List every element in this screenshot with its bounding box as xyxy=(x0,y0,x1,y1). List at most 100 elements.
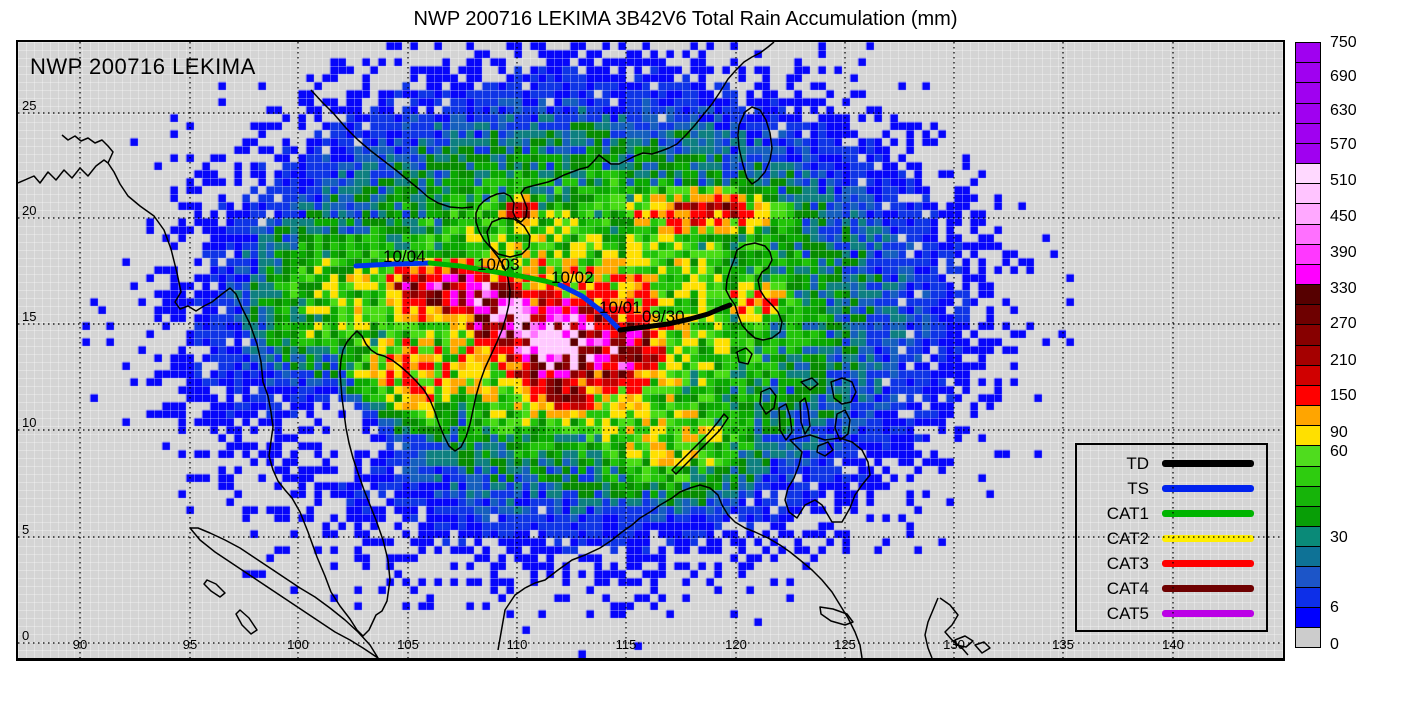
colorbar-cell xyxy=(1295,304,1321,326)
colorbar-cell xyxy=(1295,102,1321,124)
colorbar-cell xyxy=(1295,163,1321,185)
coastline-island xyxy=(799,397,811,435)
coastline-island xyxy=(816,441,834,457)
track-segment-td xyxy=(617,302,733,333)
rain-colorbar xyxy=(1295,42,1321,649)
coastline-island xyxy=(784,434,871,523)
coastline-island xyxy=(189,527,379,658)
track-segment-cat1 xyxy=(427,260,563,288)
coastline-island xyxy=(954,635,974,648)
legend-label: CAT3 xyxy=(1106,553,1149,573)
legend-row-ts: TS xyxy=(1077,476,1266,501)
colorbar-tick-label: 270 xyxy=(1330,315,1357,333)
colorbar-cell xyxy=(1295,485,1321,507)
legend-label: CAT5 xyxy=(1106,603,1149,623)
colorbar-tick-label: 330 xyxy=(1330,280,1357,298)
colorbar-cell xyxy=(1295,445,1321,467)
coastline-island xyxy=(759,387,777,415)
track-date-label: 09/30 xyxy=(642,307,685,326)
lon-tick-label: 140 xyxy=(1162,637,1184,652)
colorbar-tick-label: 210 xyxy=(1330,351,1357,369)
legend-color-line xyxy=(1162,610,1254,617)
colorbar-cell xyxy=(1295,364,1321,386)
storm-id-label: NWP 200716 LEKIMA xyxy=(30,54,256,79)
lon-tick-label: 110 xyxy=(507,637,528,652)
coastline-island xyxy=(725,242,783,341)
colorbar-cell xyxy=(1295,142,1321,165)
legend-row-td: TD xyxy=(1077,451,1266,476)
colorbar-cell xyxy=(1295,183,1321,205)
lat-tick-label: 10 xyxy=(22,415,36,430)
lat-tick-label: 0 xyxy=(22,628,29,643)
colorbar-cell xyxy=(1295,606,1321,628)
colorbar-cell xyxy=(1295,384,1321,407)
colorbar-tick-label: 30 xyxy=(1330,528,1348,546)
colorbar-cell xyxy=(1295,405,1321,427)
track-segment-ts xyxy=(353,260,433,269)
coastline-island xyxy=(737,106,773,185)
colorbar-tick-label: 150 xyxy=(1330,386,1357,404)
lon-tick-label: 135 xyxy=(1052,637,1074,652)
colorbar-tick-label: 60 xyxy=(1330,443,1348,461)
colorbar-cell xyxy=(1295,465,1321,487)
legend-color-line xyxy=(1162,510,1254,517)
legend-row-cat5: CAT5 xyxy=(1077,601,1266,626)
legend-color-line xyxy=(1162,560,1254,567)
legend-label: CAT2 xyxy=(1106,528,1149,548)
track-segment-ts xyxy=(557,282,623,333)
colorbar-cell xyxy=(1295,203,1321,225)
chart-title: NWP 200716 LEKIMA 3B42V6 Total Rain Accu… xyxy=(413,8,958,30)
coastline-island xyxy=(830,377,857,405)
colorbar-tick-label: 450 xyxy=(1330,207,1357,225)
colorbar-cell xyxy=(1295,425,1321,447)
lat-tick-label: 25 xyxy=(22,98,36,113)
lon-tick-label: 120 xyxy=(725,637,747,652)
legend-color-line xyxy=(1162,460,1254,467)
colorbar-cell xyxy=(1295,526,1321,548)
legend-row-cat3: CAT3 xyxy=(1077,551,1266,576)
coastline xyxy=(924,597,939,658)
lon-tick-label: 125 xyxy=(834,637,856,652)
legend-label: TD xyxy=(1126,453,1149,473)
track-date-label: 10/04 xyxy=(383,247,426,266)
colorbar-tick-label: 570 xyxy=(1330,136,1357,154)
colorbar-cell xyxy=(1295,505,1321,528)
colorbar-cell xyxy=(1295,344,1321,366)
colorbar-cell xyxy=(1295,223,1321,245)
coastline-island xyxy=(834,409,851,441)
track-date-label: 10/03 xyxy=(477,255,520,274)
coastline-island xyxy=(778,403,793,441)
colorbar-cell xyxy=(1295,62,1321,84)
legend-row-cat1: CAT1 xyxy=(1077,501,1266,526)
lat-tick-label: 15 xyxy=(22,309,36,324)
colorbar-cell xyxy=(1295,626,1321,649)
coastline xyxy=(939,597,969,656)
coastline-island xyxy=(235,609,258,635)
legend-color-line xyxy=(1162,485,1254,492)
lon-tick-label: 90 xyxy=(73,637,87,652)
storm-category-legend: TD TS CAT1 CAT2 CAT3 CAT4 CAT5 xyxy=(1075,443,1268,632)
colorbar-tick-label: 0 xyxy=(1330,635,1339,653)
colorbar-cell xyxy=(1295,42,1321,64)
colorbar-tick-label: 510 xyxy=(1330,172,1357,190)
legend-row-cat4: CAT4 xyxy=(1077,576,1266,601)
coastline-island xyxy=(819,606,854,626)
track-date-label: 10/02 xyxy=(551,268,594,287)
colorbar-cell xyxy=(1295,324,1321,346)
coastline-island xyxy=(671,413,729,475)
rain-heatmap-canvas xyxy=(18,42,1283,658)
colorbar-tick-label: 690 xyxy=(1330,68,1357,86)
colorbar-cell xyxy=(1295,566,1321,588)
track-date-label: 10/01 xyxy=(599,298,642,317)
lon-tick-label: 100 xyxy=(287,637,309,652)
colorbar-cell xyxy=(1295,263,1321,286)
lat-tick-label: 5 xyxy=(22,522,29,537)
coastline-island xyxy=(486,217,531,258)
coastline xyxy=(497,484,863,658)
colorbar-cell xyxy=(1295,243,1321,265)
legend-row-cat2: CAT2 xyxy=(1077,526,1266,551)
legend-color-line xyxy=(1162,535,1254,542)
legend-label: CAT4 xyxy=(1106,578,1149,598)
